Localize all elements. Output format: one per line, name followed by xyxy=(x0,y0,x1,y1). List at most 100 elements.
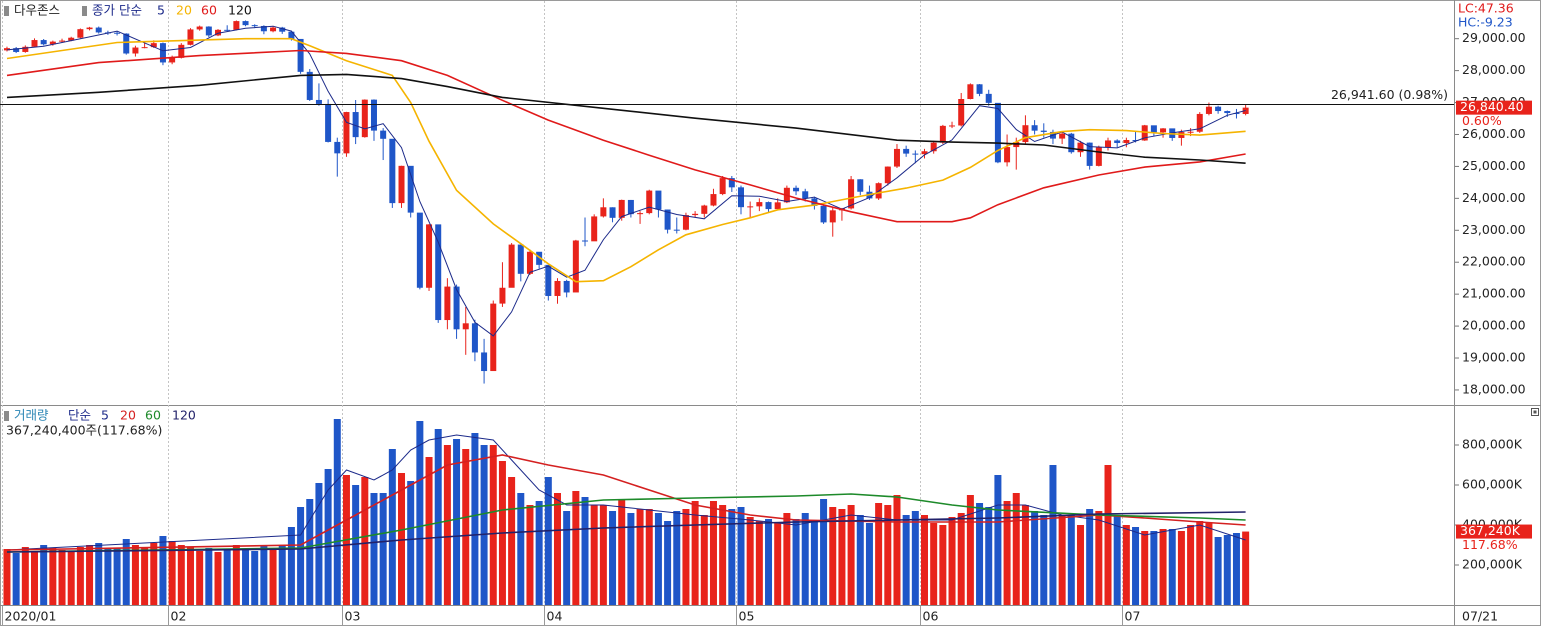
y-tick-label: 26,000.00 xyxy=(1462,126,1526,141)
volume-bar xyxy=(682,509,690,605)
candle-body xyxy=(1077,142,1084,153)
volume-bar xyxy=(398,473,406,605)
x-tick-label: 03 xyxy=(345,609,361,624)
candle-body xyxy=(86,27,93,30)
legend-label: 단순 xyxy=(68,408,91,423)
candle-body xyxy=(1233,113,1240,115)
candle-body xyxy=(1114,140,1121,143)
candle-body xyxy=(848,179,855,209)
volume-bar xyxy=(746,517,754,605)
volume-bar xyxy=(1086,509,1094,605)
volume-bar xyxy=(1104,465,1112,605)
candle-body xyxy=(1022,125,1029,143)
volume-bar xyxy=(1132,527,1140,605)
volume-bar xyxy=(902,515,910,605)
candle-body xyxy=(673,229,680,231)
candle-body xyxy=(242,21,249,26)
y-tick-label: 600,000K xyxy=(1462,477,1523,492)
volume-bar xyxy=(141,547,149,605)
volume-bar xyxy=(287,527,295,605)
candle-body xyxy=(416,212,423,288)
volume-bar xyxy=(636,509,644,605)
volume-bar xyxy=(131,545,139,605)
y-tick-label: 18,000.00 xyxy=(1462,381,1526,396)
candle-body xyxy=(224,29,231,31)
x-tick-label: 04 xyxy=(547,609,563,624)
y-tick-label: 24,000.00 xyxy=(1462,190,1526,205)
candle-body xyxy=(976,84,983,94)
legend-entry: 120 xyxy=(172,408,196,423)
moving-average-line xyxy=(6,25,1246,337)
candle-body xyxy=(728,178,735,188)
volume-bar xyxy=(820,499,828,605)
candle-body xyxy=(829,210,836,223)
volume-bar xyxy=(911,511,919,605)
volume-bar xyxy=(976,503,984,605)
volume-bar xyxy=(1067,515,1075,605)
candle-body xyxy=(453,286,460,330)
last-value-label: 367,240K xyxy=(1460,523,1521,538)
candle-body xyxy=(178,44,185,58)
candle-body xyxy=(233,21,240,30)
candle-body xyxy=(609,207,616,218)
candle-body xyxy=(49,41,56,45)
volume-bar xyxy=(654,513,662,605)
candle-body xyxy=(692,213,699,216)
volume-bar xyxy=(755,521,763,605)
y-tick-label: 22,000.00 xyxy=(1462,254,1526,269)
candle-body xyxy=(270,27,277,32)
candle-body xyxy=(315,99,322,104)
volume-bar xyxy=(664,521,672,605)
moving-average-line xyxy=(6,37,1246,283)
volume-bar xyxy=(12,553,20,605)
candle-body xyxy=(793,187,800,192)
volume-bar xyxy=(1003,501,1011,605)
legend-entry: 120 xyxy=(228,3,252,18)
candle-body xyxy=(747,206,754,208)
volume-bar xyxy=(269,549,277,605)
volume-bar xyxy=(1058,515,1066,605)
legend-entry: 5 xyxy=(157,3,165,18)
volume-bar xyxy=(1223,535,1231,605)
candle-body xyxy=(545,264,552,296)
volume-bar xyxy=(957,513,965,605)
volume-bar xyxy=(563,511,571,605)
volume-bar xyxy=(242,550,250,605)
volume-bar xyxy=(1214,537,1222,605)
volume-bar xyxy=(893,495,901,605)
volume-bar xyxy=(1141,531,1149,605)
candle-body xyxy=(1123,140,1130,143)
volume-bar xyxy=(1113,515,1121,605)
volume-bar xyxy=(792,519,800,605)
candle-body xyxy=(967,84,974,100)
volume-bar xyxy=(691,501,699,605)
candle-body xyxy=(1068,133,1075,153)
volume-bar xyxy=(232,545,240,605)
candle-body xyxy=(370,99,377,131)
volume-bar xyxy=(508,477,516,605)
candle-body xyxy=(912,153,919,155)
volume-bar xyxy=(122,539,130,605)
candle-body xyxy=(1150,125,1157,133)
candle-body xyxy=(114,32,121,34)
volume-bar xyxy=(875,503,883,605)
candle-body xyxy=(150,43,157,48)
candle-body xyxy=(572,240,579,293)
candle-body xyxy=(563,280,570,293)
candle-body xyxy=(774,202,781,210)
volume-bar xyxy=(150,543,158,605)
y-tick-label: 20,000.00 xyxy=(1462,318,1526,333)
volume-bar xyxy=(260,545,268,605)
candle-body xyxy=(22,46,29,52)
change-label: 117.68% xyxy=(1462,537,1518,552)
y-tick-label: 25,000.00 xyxy=(1462,158,1526,173)
volume-bar xyxy=(1232,533,1240,605)
volume-bar xyxy=(168,541,176,605)
candle-body xyxy=(710,194,717,206)
candle-body xyxy=(994,102,1001,163)
volume-bar xyxy=(1049,465,1057,605)
x-tick-label: 07 xyxy=(1125,609,1141,624)
candle-body xyxy=(600,207,607,217)
candle-body xyxy=(40,40,47,45)
candle-body xyxy=(196,26,203,30)
